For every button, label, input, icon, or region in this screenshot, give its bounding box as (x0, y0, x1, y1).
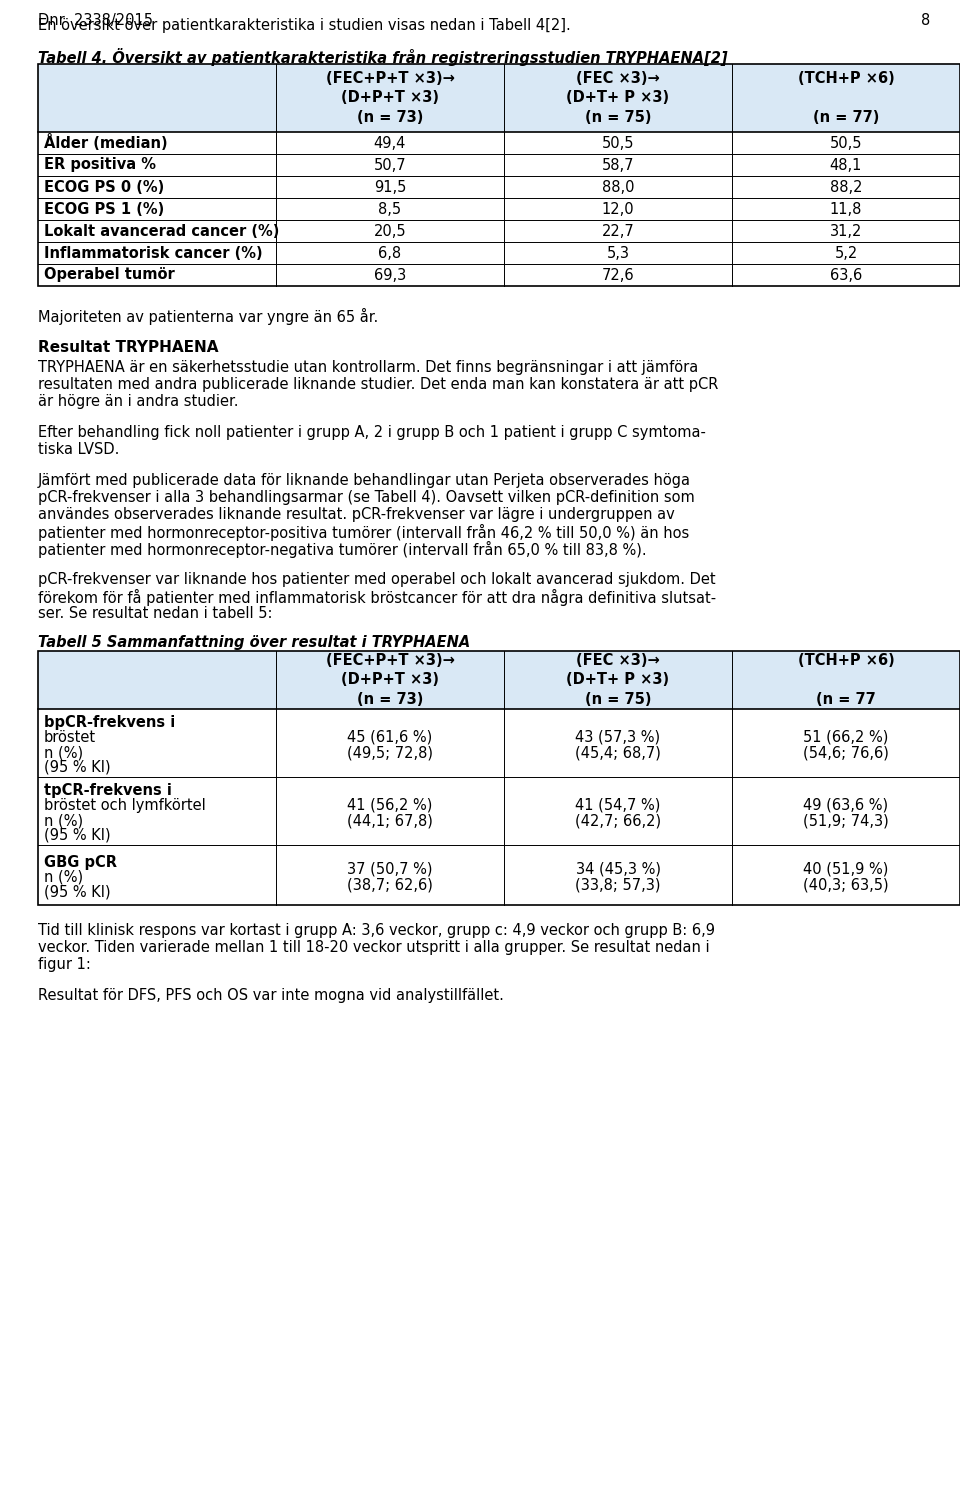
Text: Majoriteten av patienterna var yngre än 65 år.: Majoriteten av patienterna var yngre än … (38, 307, 378, 326)
Text: (45,4; 68,7): (45,4; 68,7) (575, 744, 660, 760)
Text: 50,7: 50,7 (373, 158, 406, 172)
Text: 72,6: 72,6 (602, 268, 635, 282)
Text: 22,7: 22,7 (602, 223, 635, 238)
Text: 58,7: 58,7 (602, 158, 635, 172)
Text: 88,0: 88,0 (602, 179, 635, 194)
Text: n (%): n (%) (44, 812, 84, 827)
Text: Tabell 4. Översikt av patientkarakteristika från registreringsstudien TRYPHAENA[: Tabell 4. Översikt av patientkarakterist… (38, 48, 728, 66)
Text: (42,7; 66,2): (42,7; 66,2) (575, 812, 661, 827)
Text: Resultat för DFS, PFS och OS var inte mogna vid analystillfället.: Resultat för DFS, PFS och OS var inte mo… (38, 989, 504, 1004)
Text: (95 % KI): (95 % KI) (44, 760, 110, 775)
Text: 37 (50,7 %): 37 (50,7 %) (348, 860, 433, 876)
Text: användes observerades liknande resultat. pCR-frekvenser var lägre i undergruppen: användes observerades liknande resultat.… (38, 506, 675, 521)
Text: En översikt över patientkarakteristika i studien visas nedan i Tabell 4[2].: En översikt över patientkarakteristika i… (38, 18, 571, 33)
Text: Tid till klinisk respons var kortast i grupp A: 3,6 veckor, grupp c: 4,9 veckor : Tid till klinisk respons var kortast i g… (38, 922, 715, 937)
Bar (38, 651, 960, 708)
Bar (38, 63, 960, 286)
Text: ECOG PS 1 (%): ECOG PS 1 (%) (44, 202, 164, 217)
Text: ECOG PS 0 (%): ECOG PS 0 (%) (44, 179, 164, 194)
Text: 49,4: 49,4 (373, 136, 406, 151)
Text: Jämfört med publicerade data för liknande behandlingar utan Perjeta observerades: Jämfört med publicerade data för liknand… (38, 473, 691, 488)
Text: (TCH+P ×6)

(n = 77: (TCH+P ×6) (n = 77 (798, 654, 895, 707)
Text: Operabel tumör: Operabel tumör (44, 268, 175, 282)
Text: 40 (51,9 %): 40 (51,9 %) (804, 860, 889, 876)
Text: tpCR-frekvens i: tpCR-frekvens i (44, 784, 172, 799)
Text: bröstet: bröstet (44, 729, 96, 744)
Text: figur 1:: figur 1: (38, 957, 91, 972)
Text: 50,5: 50,5 (602, 136, 635, 151)
Text: är högre än i andra studier.: är högre än i andra studier. (38, 393, 238, 408)
Text: 8: 8 (921, 14, 930, 29)
Text: (51,9; 74,3): (51,9; 74,3) (804, 812, 889, 827)
Text: 91,5: 91,5 (373, 179, 406, 194)
Bar (38, 63, 960, 133)
Text: (33,8; 57,3): (33,8; 57,3) (575, 877, 660, 892)
Text: 48,1: 48,1 (829, 158, 862, 172)
Text: Resultat TRYPHAENA: Resultat TRYPHAENA (38, 341, 219, 356)
Text: 6,8: 6,8 (378, 246, 401, 261)
Text: förekom för få patienter med inflammatorisk bröstcancer för att dra några defini: förekom för få patienter med inflammator… (38, 589, 716, 606)
Text: 88,2: 88,2 (829, 179, 862, 194)
Text: 5,2: 5,2 (834, 246, 857, 261)
Text: pCR-frekvenser var liknande hos patienter med operabel och lokalt avancerad sjuk: pCR-frekvenser var liknande hos patiente… (38, 573, 715, 588)
Text: (54,6; 76,6): (54,6; 76,6) (804, 744, 889, 760)
Text: 63,6: 63,6 (829, 268, 862, 282)
Text: 31,2: 31,2 (829, 223, 862, 238)
Text: (FEC+P+T ×3)→
(D+P+T ×3)
(n = 73): (FEC+P+T ×3)→ (D+P+T ×3) (n = 73) (325, 71, 454, 125)
Text: Lokalt avancerad cancer (%): Lokalt avancerad cancer (%) (44, 223, 279, 238)
Text: 8,5: 8,5 (378, 202, 401, 217)
Text: 34 (45,3 %): 34 (45,3 %) (575, 860, 660, 876)
Text: veckor. Tiden varierade mellan 1 till 18-20 veckor utspritt i alla grupper. Se r: veckor. Tiden varierade mellan 1 till 18… (38, 940, 709, 955)
Text: pCR-frekvenser i alla 3 behandlingsarmar (se Tabell 4). Oavsett vilken pCR-defin: pCR-frekvenser i alla 3 behandlingsarmar… (38, 490, 695, 505)
Text: 12,0: 12,0 (602, 202, 635, 217)
Text: Ålder (median): Ålder (median) (44, 134, 168, 152)
Text: (38,7; 62,6): (38,7; 62,6) (348, 877, 433, 892)
Text: bpCR-frekvens i: bpCR-frekvens i (44, 714, 176, 729)
Text: 49 (63,6 %): 49 (63,6 %) (804, 797, 889, 812)
Text: 51 (66,2 %): 51 (66,2 %) (804, 729, 889, 744)
Bar (38, 651, 960, 906)
Text: patienter med hormonreceptor-negativa tumörer (intervall från 65,0 % till 83,8 %: patienter med hormonreceptor-negativa tu… (38, 541, 647, 558)
Text: 41 (56,2 %): 41 (56,2 %) (348, 797, 433, 812)
Text: (40,3; 63,5): (40,3; 63,5) (804, 877, 889, 892)
Text: 5,3: 5,3 (607, 246, 630, 261)
Text: (TCH+P ×6)

(n = 77): (TCH+P ×6) (n = 77) (798, 71, 895, 125)
Text: 69,3: 69,3 (373, 268, 406, 282)
Text: resultaten med andra publicerade liknande studier. Det enda man kan konstatera ä: resultaten med andra publicerade liknand… (38, 377, 718, 392)
Text: Efter behandling fick noll patienter i grupp A, 2 i grupp B och 1 patient i grup: Efter behandling fick noll patienter i g… (38, 425, 706, 440)
Text: ser. Se resultat nedan i tabell 5:: ser. Se resultat nedan i tabell 5: (38, 606, 273, 621)
Text: bröstet och lymfkörtel: bröstet och lymfkörtel (44, 799, 205, 812)
Text: tiska LVSD.: tiska LVSD. (38, 442, 119, 457)
Text: 43 (57,3 %): 43 (57,3 %) (575, 729, 660, 744)
Text: TRYPHAENA är en säkerhetsstudie utan kontrollarm. Det finns begränsningar i att : TRYPHAENA är en säkerhetsstudie utan kon… (38, 360, 698, 375)
Text: n (%): n (%) (44, 870, 84, 885)
Text: ER positiva %: ER positiva % (44, 158, 156, 172)
Text: patienter med hormonreceptor-positiva tumörer (intervall från 46,2 % till 50,0 %: patienter med hormonreceptor-positiva tu… (38, 524, 689, 541)
Text: (95 % KI): (95 % KI) (44, 827, 110, 842)
Text: (FEC ×3)→
(D+T+ P ×3)
(n = 75): (FEC ×3)→ (D+T+ P ×3) (n = 75) (566, 71, 669, 125)
Text: 50,5: 50,5 (829, 136, 862, 151)
Text: (49,5; 72,8): (49,5; 72,8) (347, 744, 433, 760)
Text: Tabell 5 Sammanfattning över resultat i TRYPHAENA: Tabell 5 Sammanfattning över resultat i … (38, 634, 470, 650)
Text: 45 (61,6 %): 45 (61,6 %) (348, 729, 433, 744)
Text: (44,1; 67,8): (44,1; 67,8) (348, 812, 433, 827)
Text: (FEC ×3)→
(D+T+ P ×3)
(n = 75): (FEC ×3)→ (D+T+ P ×3) (n = 75) (566, 654, 669, 707)
Text: 11,8: 11,8 (829, 202, 862, 217)
Text: GBG pCR: GBG pCR (44, 854, 117, 870)
Text: Dnr  2338/2015: Dnr 2338/2015 (38, 14, 153, 29)
Text: 20,5: 20,5 (373, 223, 406, 238)
Text: n (%): n (%) (44, 744, 84, 760)
Text: (FEC+P+T ×3)→
(D+P+T ×3)
(n = 73): (FEC+P+T ×3)→ (D+P+T ×3) (n = 73) (325, 654, 454, 707)
Text: 41 (54,7 %): 41 (54,7 %) (575, 797, 660, 812)
Text: Inflammatorisk cancer (%): Inflammatorisk cancer (%) (44, 246, 263, 261)
Text: (95 % KI): (95 % KI) (44, 885, 110, 900)
